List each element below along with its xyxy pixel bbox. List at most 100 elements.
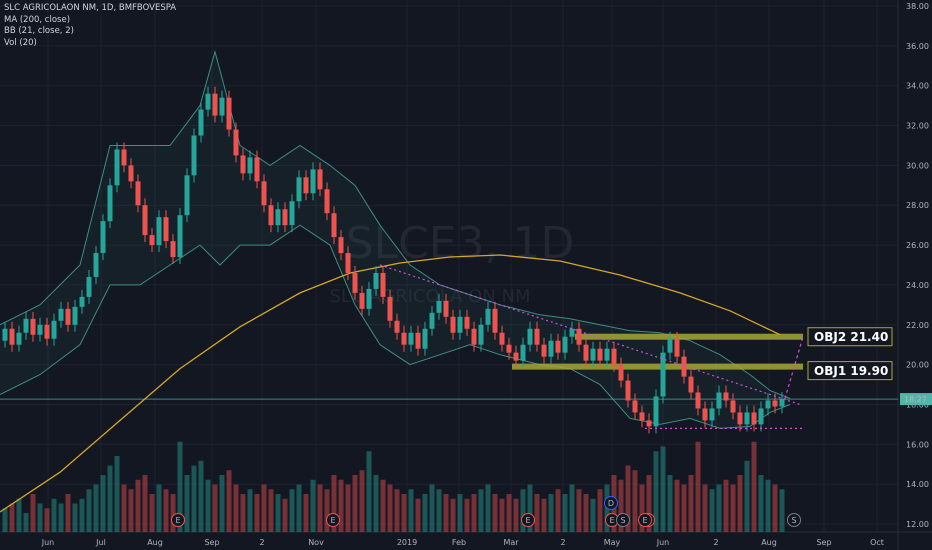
candle-body <box>429 312 435 329</box>
volume-bar <box>674 479 680 532</box>
legend-ma[interactable]: MA (200, close) <box>4 14 71 25</box>
objective-labels: OBJ2 21.40 OBJ1 19.90 <box>807 327 893 381</box>
price-tag-text: 18.27 <box>904 395 927 404</box>
y-tick-label: 34.00 <box>906 82 929 91</box>
candle-body <box>380 272 386 297</box>
volume-bar <box>79 498 85 532</box>
volume-bar <box>422 494 428 532</box>
last-price-tag: 18.27 <box>900 393 932 406</box>
volume-bar <box>660 446 666 532</box>
candle-body <box>247 157 253 174</box>
volume-bar <box>324 489 330 532</box>
candle-body <box>345 253 351 273</box>
volume-bar <box>590 498 596 532</box>
event-marker-circle <box>171 513 185 527</box>
volume-bar <box>23 513 29 532</box>
candle-body <box>37 324 43 335</box>
event-marker-label: E <box>642 516 647 525</box>
volume-bar <box>289 489 295 532</box>
y-tick-label: 20.00 <box>906 361 929 370</box>
volume-bar <box>408 489 414 532</box>
candle-body <box>212 93 218 116</box>
volume-bar <box>121 484 127 532</box>
event-marker-label: D <box>608 499 614 508</box>
candle-body <box>373 272 379 289</box>
candle-body <box>611 348 617 365</box>
x-tick-label: Oct <box>870 538 884 547</box>
volume-bar <box>394 489 400 532</box>
volume-bar <box>163 489 169 532</box>
legend-vol[interactable]: Vol (20) <box>4 37 37 48</box>
volume-bar <box>72 503 78 532</box>
candle-body <box>2 328 8 341</box>
candle-body <box>702 408 708 421</box>
candle-body <box>65 308 71 325</box>
volume-bar <box>758 475 764 532</box>
volume-bar <box>226 470 232 532</box>
volume-bar <box>380 479 386 532</box>
candle-body <box>436 300 442 313</box>
volume-bar <box>198 460 204 532</box>
volume-bar <box>254 494 260 532</box>
event-marker-circle <box>616 513 630 527</box>
candle-body <box>779 399 785 407</box>
volume-bar <box>548 494 554 532</box>
volume-bar <box>625 465 631 532</box>
volume-bar <box>303 494 309 532</box>
volume-bar <box>471 494 477 532</box>
candle-body <box>723 392 729 401</box>
candle-body <box>184 175 190 216</box>
objective-text: OBJ1 19.90 <box>814 364 888 378</box>
candle-body <box>618 364 624 381</box>
candle-body <box>492 308 498 333</box>
candle-body <box>688 376 694 393</box>
candle-body <box>555 340 561 353</box>
candle-body <box>534 328 540 345</box>
volume-bar <box>765 479 771 532</box>
x-tick-label: 2 <box>560 538 565 547</box>
volume-bar <box>443 494 449 532</box>
event-marker-circle <box>787 513 801 527</box>
volume-bar <box>597 489 603 532</box>
event-marker-label: E <box>525 516 530 525</box>
obj2-zone <box>575 333 803 340</box>
time-axis[interactable]: Jun Jul Aug Sep 2 Nov 2019 Feb Mar 2 May Jun 2 Aug Sep… <box>41 538 884 547</box>
target-zones <box>0 333 898 400</box>
volume-bar <box>541 498 547 532</box>
x-tick-label: Jul <box>95 538 106 547</box>
volume-bar <box>149 494 155 532</box>
obj1-zone <box>512 363 803 370</box>
volume-bar <box>2 508 8 532</box>
candle-body <box>142 205 148 236</box>
y-tick-label: 36.00 <box>906 42 929 51</box>
x-tick-label: 2 <box>259 538 264 547</box>
candle-body <box>772 400 778 407</box>
candle-body <box>219 97 225 116</box>
candle-body <box>310 169 316 194</box>
volume-bar <box>366 451 372 532</box>
y-tick-label: 16.00 <box>906 440 929 449</box>
candle-body <box>30 318 36 335</box>
volume-bar <box>583 494 589 532</box>
candle-body <box>401 332 407 345</box>
legend-bb[interactable]: BB (21, close, 2) <box>4 26 74 36</box>
candle-body <box>590 348 596 361</box>
volume-bar <box>506 494 512 532</box>
volume-bar <box>51 498 57 532</box>
legend-symbol[interactable]: SLC AGRICOLAON NM, 1D, BMFBOVESPA <box>4 3 177 13</box>
candle-body <box>541 344 547 357</box>
event-marker-circle <box>638 513 652 527</box>
candle-body <box>72 306 78 325</box>
candle-body <box>520 344 526 361</box>
candle-body <box>86 276 92 297</box>
x-tick-label: 2019 <box>397 538 417 547</box>
volume-bar <box>261 484 267 532</box>
candle-body <box>464 316 470 329</box>
volume-bar <box>296 484 302 532</box>
volume-bar <box>114 456 120 532</box>
candle-body <box>352 272 358 293</box>
volume-bar <box>730 484 736 532</box>
y-tick-label: 28.00 <box>906 201 929 210</box>
price-tag-box <box>900 393 932 406</box>
